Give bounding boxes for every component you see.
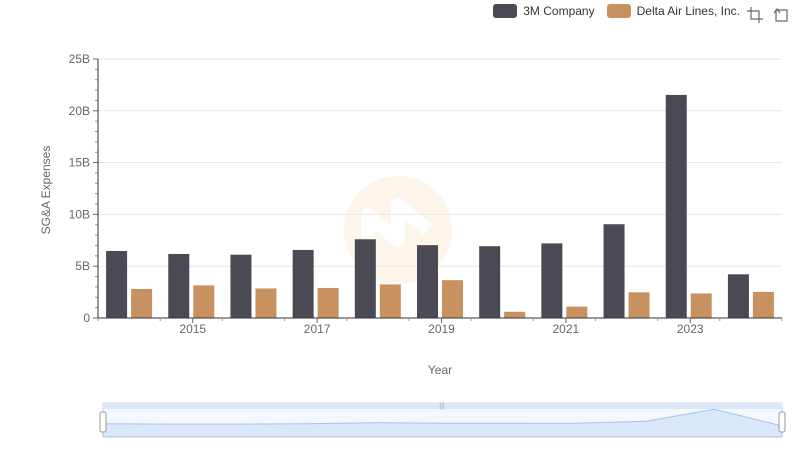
legend: 3M Company Delta Air Lines, Inc. (493, 4, 740, 18)
zoom-slider-top-bar[interactable] (103, 403, 782, 409)
legend-swatch-3m (493, 4, 518, 18)
bars (106, 94, 774, 318)
bar-3m-2023[interactable] (665, 94, 687, 318)
bar-delta-2016[interactable] (255, 288, 277, 318)
bar-3m-2020[interactable] (479, 246, 501, 318)
zoom-slider[interactable]: ||| (99, 402, 786, 438)
y-tick-label: 15B (69, 156, 90, 170)
bar-3m-2014[interactable] (106, 250, 128, 318)
bar-3m-2022[interactable] (603, 224, 625, 318)
axes: 0 5B 10B 15B 20B 25B 2015 2017 2019 2021 2023 (69, 52, 783, 336)
y-axis-label: SG&A Expenses (39, 146, 53, 235)
bar-3m-2021[interactable] (541, 243, 563, 318)
legend-swatch-delta (606, 4, 631, 18)
zoom-select-icon[interactable] (747, 7, 763, 23)
bar-delta-2014[interactable] (131, 288, 153, 318)
y-tick-label: 10B (69, 207, 90, 221)
legend-label-delta: Delta Air Lines, Inc. (636, 4, 740, 18)
y-tick-label: 20B (69, 104, 90, 118)
x-tick-label: 2015 (179, 322, 206, 336)
bar-3m-2017[interactable] (292, 249, 314, 318)
x-tick-label: 2019 (428, 322, 455, 336)
legend-item-3m[interactable]: 3M Company (493, 4, 595, 18)
x-tick-label: 2017 (304, 322, 331, 336)
x-tick-label: 2023 (677, 322, 704, 336)
bar-3m-2019[interactable] (417, 245, 438, 318)
bar-delta-2018[interactable] (379, 284, 401, 318)
x-axis-label: Year (428, 363, 452, 377)
bar-delta-2015[interactable] (193, 285, 215, 318)
bar-delta-2024[interactable] (752, 291, 774, 318)
bar-delta-2023[interactable] (690, 293, 712, 318)
zoom-reset-icon[interactable] (773, 7, 789, 23)
bar-delta-2019[interactable] (442, 280, 463, 318)
legend-label-3m: 3M Company (523, 4, 595, 18)
bar-3m-2024[interactable] (727, 274, 749, 318)
zoom-handle-right[interactable] (778, 411, 786, 433)
bar-3m-2018[interactable] (354, 239, 376, 318)
zoom-handle-left[interactable] (99, 411, 107, 433)
bar-3m-2015[interactable] (168, 253, 190, 318)
bar-delta-2021[interactable] (566, 306, 588, 318)
y-tick-label: 0 (83, 311, 90, 325)
y-tick-label: 25B (69, 52, 90, 66)
bar-3m-2016[interactable] (230, 254, 252, 318)
legend-item-delta[interactable]: Delta Air Lines, Inc. (606, 4, 740, 18)
bar-delta-2022[interactable] (628, 292, 650, 318)
bar-delta-2017[interactable] (317, 287, 339, 318)
zoom-slider-preview (102, 408, 783, 438)
zoom-grip-icon: ||| (439, 403, 445, 410)
bar-delta-2020[interactable] (504, 311, 526, 318)
y-tick-label: 5B (75, 259, 90, 273)
x-tick-label: 2021 (553, 322, 580, 336)
